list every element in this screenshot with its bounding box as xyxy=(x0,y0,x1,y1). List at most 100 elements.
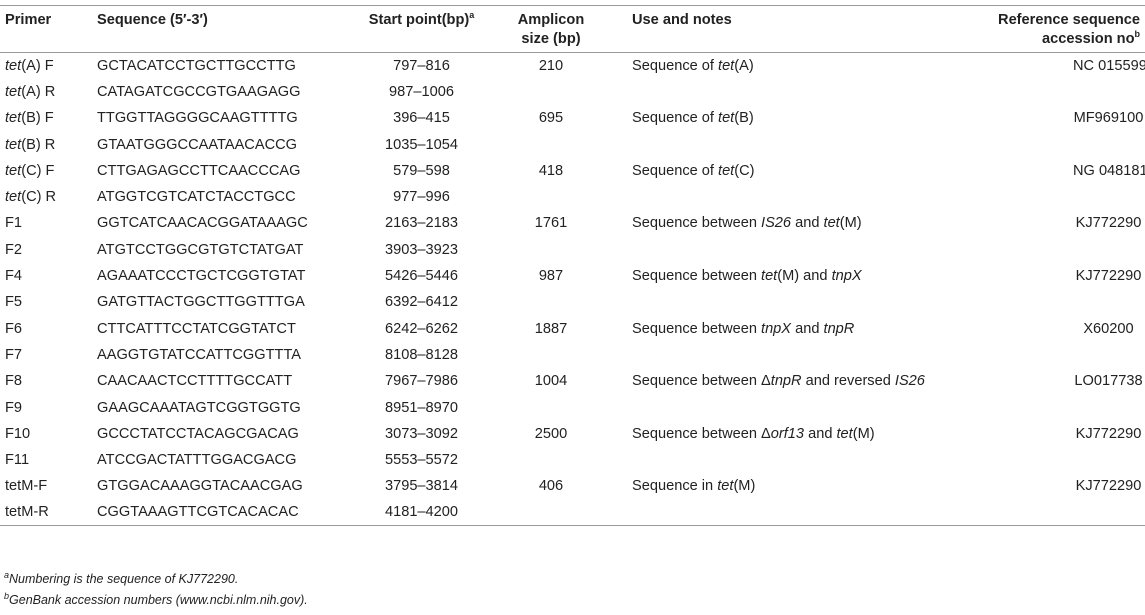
cell-use-notes xyxy=(602,499,983,527)
cell-reference xyxy=(983,394,1145,420)
table-row: F6 CTTCATTTCCTATCGGTATCT 6242–6262 1887 Sequ… xyxy=(0,315,1145,341)
cell-start-point: 5553–5572 xyxy=(384,452,459,469)
footnote-b-marker: b xyxy=(4,590,10,601)
cell-use-notes xyxy=(602,237,983,263)
cell-start-point: 6242–6262 xyxy=(384,320,459,337)
primer-name: F2 xyxy=(5,241,23,258)
header-sequence-label: Sequence (5′-3′) xyxy=(97,12,208,28)
primer-name: (A) R xyxy=(21,83,56,100)
table-row: F11 ATCCGACTATTTGGACGACG 5553–5572 xyxy=(0,447,1145,473)
cell-reference: KJ772290 xyxy=(1075,478,1142,495)
use-text-italic: tnpX xyxy=(761,320,792,337)
use-text-italic: IS26 xyxy=(894,373,925,390)
cell-sequence: ATGTCCTGGCGTGTCTATGAT xyxy=(97,241,304,258)
use-text: Sequence of xyxy=(632,110,719,127)
cell-use-notes: Sequence between IS26 and tet(M) xyxy=(602,210,983,236)
use-text: Sequence between Δ xyxy=(632,425,771,442)
use-text-italic: tnpR xyxy=(823,320,855,337)
cell-start-point: 3903–3923 xyxy=(384,241,459,258)
cell-amplicon-size xyxy=(500,342,602,368)
use-text: and xyxy=(791,215,824,232)
cell-reference xyxy=(983,447,1145,473)
header-amplicon-size: Amplicon size (bp) xyxy=(500,5,602,53)
use-text: Sequence between Δ xyxy=(632,373,771,390)
cell-primer: tet(B) F xyxy=(0,105,96,131)
cell-reference: LO017738 xyxy=(1074,373,1143,390)
cell-amplicon-size: 1887 xyxy=(534,320,568,337)
use-text: (C) xyxy=(734,162,755,179)
cell-use-notes: Sequence between tet(M) and tnpX xyxy=(602,263,983,289)
cell-use-notes: Sequence of tet(A) xyxy=(602,53,983,79)
table-row: tetM-R CGGTAAAGTTCGTCACACAC 4181–4200 xyxy=(0,499,1145,527)
use-text-italic: tet xyxy=(823,215,840,232)
cell-primer: tet(C) F xyxy=(0,158,96,184)
cell-start-point: 5426–5446 xyxy=(384,268,459,285)
use-text: Sequence between xyxy=(632,320,762,337)
table-row: F8 CAACAACTCCTTTTGCCATT 7967–7986 1004 Seque… xyxy=(0,368,1145,394)
cell-use-notes xyxy=(602,394,983,420)
cell-sequence: ATCCGACTATTTGGACGACG xyxy=(97,452,297,469)
primer-name: F5 xyxy=(5,294,23,311)
cell-sequence: GCTACATCCTGCTTGCCTTG xyxy=(97,57,296,74)
cell-use-notes: Sequence between Δorf13 and tet(M) xyxy=(602,421,983,447)
use-text-italic: tnpR xyxy=(770,373,802,390)
cell-reference xyxy=(983,499,1145,527)
cell-use-notes: Sequence of tet(B) xyxy=(602,105,983,131)
cell-primer: tet(A) R xyxy=(0,79,96,105)
cell-use-notes xyxy=(602,131,983,157)
cell-sequence: AAGGTGTATCCATTCGGTTTA xyxy=(97,346,302,363)
cell-sequence: CTTCATTTCCTATCGGTATCT xyxy=(97,320,296,337)
table-row: tet(C) F CTTGAGAGCCTTCAACCCAG 579–598 418 Se… xyxy=(0,158,1145,184)
primer-gene-italic: tet xyxy=(5,189,22,206)
use-text: and xyxy=(804,425,837,442)
cell-reference: X60200 xyxy=(1083,320,1134,337)
primer-name: (A) F xyxy=(21,57,54,74)
table-row: F1 GGTCATCAACACGGATAAAGC 2163–2183 1761 Sequ… xyxy=(0,210,1145,236)
cell-reference xyxy=(983,342,1145,368)
primer-name: tetM-F xyxy=(5,478,48,495)
primer-name: F11 xyxy=(5,452,30,469)
header-ref-line1: Reference sequence xyxy=(998,12,1140,28)
cell-reference: MF969100 xyxy=(1073,110,1144,127)
use-text: Sequence of xyxy=(632,57,719,74)
header-use-notes: Use and notes xyxy=(602,5,983,53)
cell-sequence: ATGGTCGTCATCTACCTGCC xyxy=(97,189,296,206)
use-text: (M) xyxy=(852,425,875,442)
cell-reference xyxy=(983,289,1145,315)
cell-use-notes xyxy=(602,447,983,473)
primer-name: tetM-R xyxy=(5,504,49,521)
cell-start-point: 1035–1054 xyxy=(384,136,459,153)
cell-primer: F6 xyxy=(0,315,96,341)
use-text-italic: tet xyxy=(717,478,734,495)
cell-use-notes: Sequence of tet(C) xyxy=(602,158,983,184)
cell-sequence: GGTCATCAACACGGATAAAGC xyxy=(97,215,308,232)
footnote-b: bGenBank accession numbers (www.ncbi.nlm… xyxy=(4,590,308,607)
cell-use-notes: Sequence in tet(M) xyxy=(602,473,983,499)
primer-name: F10 xyxy=(5,425,31,442)
header-ref-line2: accession no xyxy=(1042,31,1135,47)
header-primer: Primer xyxy=(0,5,96,53)
cell-amplicon-size: 406 xyxy=(538,478,564,495)
cell-primer: F2 xyxy=(0,237,96,263)
use-text-italic: tnpX xyxy=(831,268,862,285)
cell-start-point: 7967–7986 xyxy=(384,373,459,390)
cell-start-point: 987–1006 xyxy=(389,83,454,100)
cell-use-notes xyxy=(602,342,983,368)
footnote-marker-b: b xyxy=(1134,29,1141,40)
cell-primer: F9 xyxy=(0,394,96,420)
cell-amplicon-size xyxy=(500,131,602,157)
cell-sequence: CTTGAGAGCCTTCAACCCAG xyxy=(97,162,301,179)
use-text-italic: tet xyxy=(836,425,853,442)
use-text-italic: orf13 xyxy=(770,425,805,442)
cell-sequence: TTGGTTAGGGGCAAGTTTTG xyxy=(97,110,298,127)
cell-sequence: GATGTTACTGGCTTGGTTTGA xyxy=(97,294,305,311)
cell-amplicon-size xyxy=(500,499,602,527)
cell-sequence: CAACAACTCCTTTTGCCATT xyxy=(97,373,293,390)
table-row: tet(A) F GCTACATCCTGCTTGCCTTG 797–816 210 Se… xyxy=(0,53,1145,79)
cell-reference: KJ772290 xyxy=(1075,215,1142,232)
cell-start-point: 2163–2183 xyxy=(384,215,459,232)
cell-start-point: 8951–8970 xyxy=(384,399,459,416)
use-text: (B) xyxy=(734,110,754,127)
use-text: (M) xyxy=(839,215,862,232)
table-row: tet(B) R GTAATGGGCCAATAACACCG 1035–1054 xyxy=(0,131,1145,157)
